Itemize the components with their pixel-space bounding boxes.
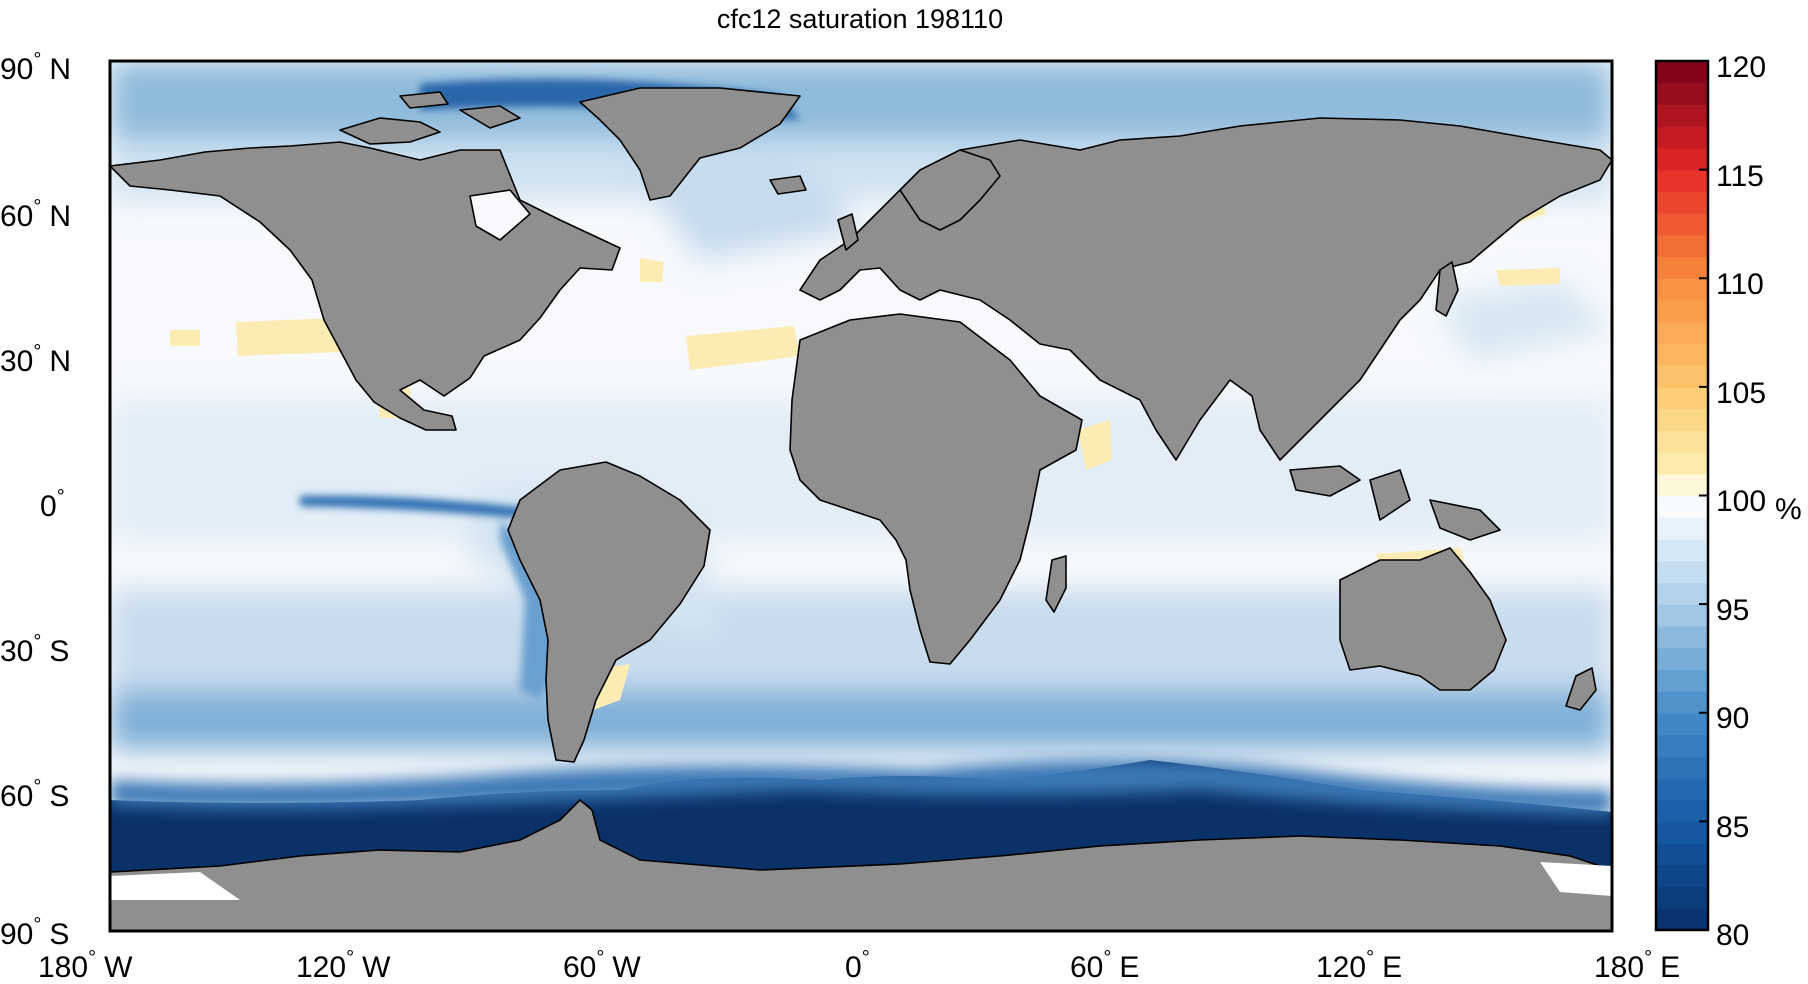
colorbar-unit: % <box>1775 493 1802 526</box>
landmass-antarctica <box>110 799 1612 931</box>
colorbar-tick-100: 100 <box>1716 485 1766 518</box>
landmass-canadian-archipelago <box>339 117 441 145</box>
lon-label-60e: 60° E <box>1070 947 1139 984</box>
colorbar-tick-110: 110 <box>1716 268 1764 301</box>
landmass-africa <box>789 313 1083 665</box>
colorbar-band <box>1656 799 1708 822</box>
colorbar-band <box>1656 473 1708 497</box>
colorbar-band <box>1656 669 1708 692</box>
colorbar-band <box>1656 517 1708 540</box>
colorbar-band <box>1656 908 1708 931</box>
lat-label-90n: 90° N <box>0 49 71 86</box>
colorbar-band <box>1656 82 1708 106</box>
landmass-maritime-asia <box>1289 465 1361 497</box>
colorbar-band <box>1656 647 1708 670</box>
lat-label-90s: 90° S <box>0 914 69 951</box>
colorbar-band <box>1656 299 1708 323</box>
colorbar-band <box>1656 604 1708 627</box>
figure-title: cfc12 saturation 198110 <box>717 4 1003 34</box>
colorbar-band <box>1656 538 1708 562</box>
lon-label-120w: 120° W <box>296 947 391 984</box>
colorbar-band <box>1656 712 1708 736</box>
colorbar-band <box>1656 321 1708 345</box>
colorbar-band <box>1656 886 1708 909</box>
lat-label-60n: 60° N <box>0 196 71 233</box>
colorbar-band <box>1656 278 1708 301</box>
colorbar-band <box>1656 864 1708 888</box>
colorbar-band <box>1656 256 1708 279</box>
colorbar-band <box>1656 126 1708 149</box>
lon-label-180w: 180° W <box>38 947 133 984</box>
landmass-eurasia <box>799 117 1612 461</box>
lat-label-60s: 60° S <box>0 776 69 813</box>
colorbar-band <box>1656 582 1708 605</box>
colorbar-band <box>1656 408 1708 431</box>
lon-label-120e: 120° E <box>1316 947 1402 984</box>
map-frame <box>108 59 1614 933</box>
colorbar-band <box>1656 234 1708 258</box>
colorbar-band <box>1656 343 1708 366</box>
colorbar-band <box>1656 191 1708 214</box>
colorbar-band <box>1656 386 1708 410</box>
landmass-iceland <box>769 175 807 195</box>
land-masses <box>110 87 1612 931</box>
colorbar-ticks <box>1699 60 1708 931</box>
landmass-japan <box>1435 261 1459 317</box>
colorbar-tick-90: 90 <box>1716 702 1749 735</box>
colorbar-band <box>1656 452 1708 475</box>
colorbar-tick-85: 85 <box>1716 811 1749 844</box>
landmass-british-isles <box>837 213 859 251</box>
landmass-south-america <box>507 461 711 763</box>
colorbar-tick-120: 120 <box>1716 51 1766 84</box>
colorbar-band <box>1656 734 1708 757</box>
colorbar-band <box>1656 147 1708 171</box>
colorbar-tick-95: 95 <box>1716 594 1749 627</box>
lat-label-30s: 30° S <box>0 631 69 668</box>
colorbar-band <box>1656 430 1708 453</box>
colorbar-band <box>1656 365 1708 388</box>
colorbar-band <box>1656 843 1708 866</box>
colorbar-band <box>1656 560 1708 583</box>
saturation-map <box>110 61 1612 931</box>
lat-label-0: 0° <box>40 486 65 523</box>
colorbar-band <box>1656 756 1708 779</box>
landmass-australia <box>1339 547 1507 691</box>
colorbar-tick-105: 105 <box>1716 377 1766 410</box>
colorbar-tick-115: 115 <box>1716 160 1764 193</box>
colorbar-band <box>1656 104 1708 127</box>
colorbar: 120 115 110 105 100 95 90 85 80 % <box>1654 51 1802 952</box>
longitude-labels: 180° W 120° W 60° W 0° 60° E 120° E 180° E <box>38 947 1680 984</box>
landmass-new-zealand <box>1565 667 1597 711</box>
latitude-labels: 90° N 60° N 30° N 0° 30° S 60° S 90° S <box>0 49 71 951</box>
colorbar-band <box>1656 61 1708 84</box>
lat-label-30n: 30° N <box>0 341 71 378</box>
colorbar-band <box>1656 777 1708 801</box>
colorbar-band <box>1656 213 1708 236</box>
colorbar-bands <box>1656 61 1708 931</box>
landmass-madagascar <box>1045 555 1067 613</box>
colorbar-band <box>1656 821 1708 844</box>
sea-ice-edge <box>110 862 1612 900</box>
colorbar-tick-80: 80 <box>1716 919 1749 952</box>
colorbar-band <box>1656 625 1708 649</box>
colorbar-band <box>1656 495 1708 518</box>
lon-label-60w: 60° W <box>563 947 641 984</box>
landmass-scandinavia <box>899 149 1001 231</box>
landmass-greenland <box>579 87 801 201</box>
lon-label-0: 0° <box>845 947 870 984</box>
colorbar-band <box>1656 169 1708 192</box>
colorbar-band <box>1656 691 1708 714</box>
lon-label-180e: 180° E <box>1594 947 1680 984</box>
